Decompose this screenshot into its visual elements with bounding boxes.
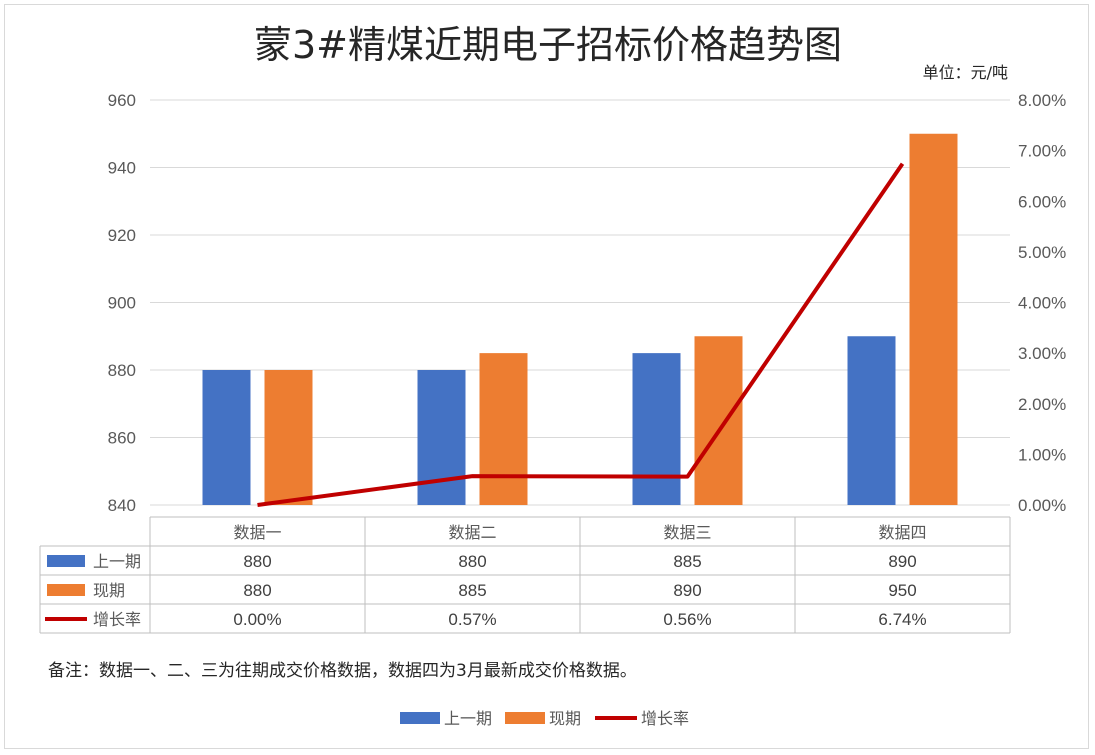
bar-current bbox=[479, 353, 528, 505]
chart-frame bbox=[4, 4, 1089, 749]
left-tick-label: 900 bbox=[108, 294, 136, 313]
legend-swatch bbox=[400, 712, 440, 724]
left-tick-label: 840 bbox=[108, 496, 136, 515]
category-label: 数据三 bbox=[663, 523, 711, 542]
table-cell: 885 bbox=[458, 581, 486, 600]
category-label: 数据二 bbox=[448, 523, 496, 542]
bar-current bbox=[264, 370, 313, 505]
bar-previous bbox=[417, 370, 466, 505]
bar-previous bbox=[202, 370, 251, 505]
right-tick-label: 3.00% bbox=[1018, 344, 1066, 363]
table-cell: 885 bbox=[673, 552, 701, 571]
bar-previous bbox=[847, 336, 896, 505]
left-tick-label: 940 bbox=[108, 159, 136, 178]
right-tick-label: 2.00% bbox=[1018, 395, 1066, 414]
table-cell: 890 bbox=[888, 552, 916, 571]
legend-label: 增长率 bbox=[641, 709, 689, 728]
table-cell: 950 bbox=[888, 581, 916, 600]
right-tick-label: 1.00% bbox=[1018, 445, 1066, 464]
bar-current bbox=[909, 133, 958, 505]
legend-label: 上一期 bbox=[444, 709, 492, 728]
table-cell: 0.57% bbox=[448, 610, 496, 629]
growth-rate-line bbox=[257, 162, 905, 507]
table-cell: 880 bbox=[458, 552, 486, 571]
table-cell: 0.00% bbox=[233, 610, 281, 629]
left-axis-ticks: 960 940 920 900 880 860 840 bbox=[108, 91, 136, 515]
right-tick-label: 6.00% bbox=[1018, 192, 1066, 211]
left-tick-label: 960 bbox=[108, 91, 136, 110]
right-tick-label: 8.00% bbox=[1018, 91, 1066, 110]
growth-line bbox=[257, 162, 905, 507]
right-tick-label: 0.00% bbox=[1018, 496, 1066, 515]
table-cell: 6.74% bbox=[878, 610, 926, 629]
table-legend-swatch bbox=[47, 584, 85, 596]
right-tick-label: 7.00% bbox=[1018, 142, 1066, 161]
bar-previous bbox=[632, 353, 681, 505]
footnote: 备注：数据一、二、三为往期成交价格数据，数据四为3月最新成交价格数据。 bbox=[48, 661, 637, 681]
table-cell: 890 bbox=[673, 581, 701, 600]
table-cell: 0.56% bbox=[663, 610, 711, 629]
table-cell: 880 bbox=[243, 552, 271, 571]
unit-label: 单位：元/吨 bbox=[923, 63, 1008, 82]
legend: 上一期 现期 增长率 bbox=[400, 709, 689, 728]
bars bbox=[202, 133, 958, 505]
legend-swatch bbox=[505, 712, 545, 724]
table-cell: 880 bbox=[243, 581, 271, 600]
table-row-label: 现期 bbox=[93, 581, 125, 600]
table-row-label: 增长率 bbox=[93, 610, 141, 629]
right-axis-ticks: 8.00% 7.00% 6.00% 5.00% 4.00% 3.00% 2.00% 1.00%… bbox=[1018, 91, 1066, 515]
category-label: 数据一 bbox=[233, 523, 281, 542]
bar-current bbox=[694, 336, 743, 505]
left-tick-label: 880 bbox=[108, 361, 136, 380]
table-row-label: 上一期 bbox=[93, 552, 141, 571]
chart-title: 蒙3#精煤近期电子招标价格趋势图 bbox=[254, 23, 842, 67]
left-tick-label: 920 bbox=[108, 226, 136, 245]
right-tick-label: 5.00% bbox=[1018, 243, 1066, 262]
legend-label: 现期 bbox=[549, 709, 581, 728]
category-label: 数据四 bbox=[878, 523, 926, 542]
right-tick-label: 4.00% bbox=[1018, 294, 1066, 313]
table-legend-swatch bbox=[47, 555, 85, 567]
left-tick-label: 860 bbox=[108, 429, 136, 448]
